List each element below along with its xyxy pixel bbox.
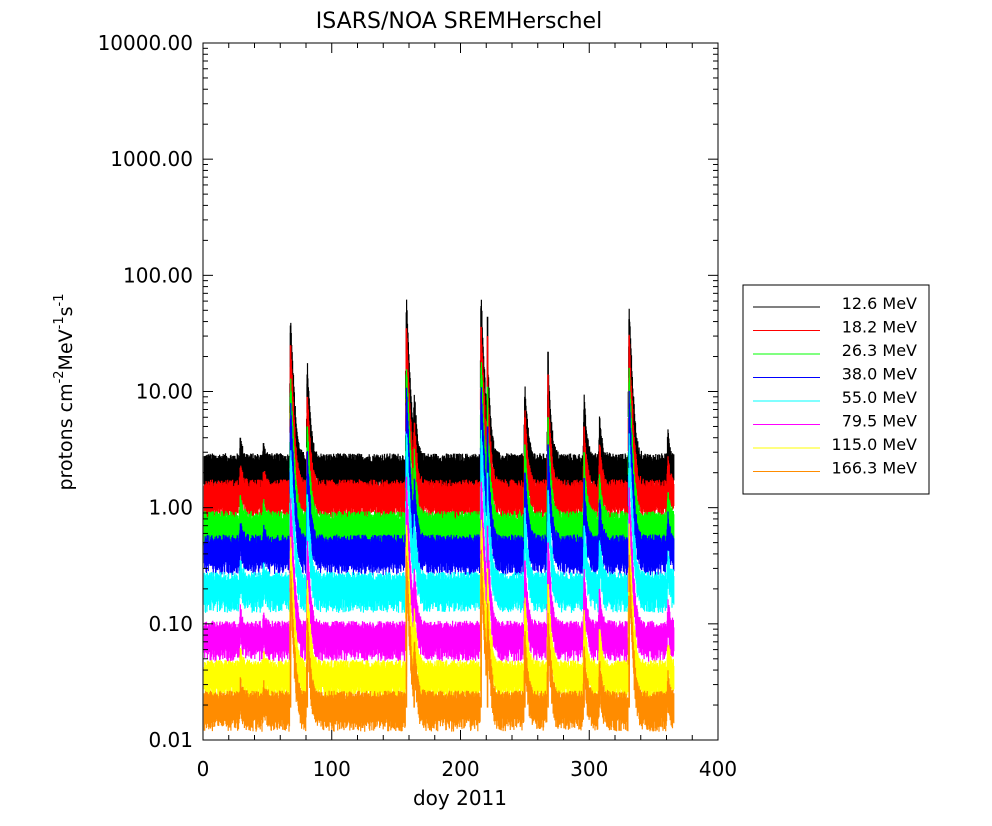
series-166-3-mev	[203, 549, 675, 732]
y-tick-label: 0.01	[148, 728, 193, 752]
x-axis-label: doy 2011	[413, 786, 507, 810]
legend-label: 79.5 MeV	[842, 412, 917, 431]
y-axis-label-mid1: MeV	[55, 329, 77, 370]
legend-label: 26.3 MeV	[842, 341, 917, 360]
y-axis-label-exp1: -2	[52, 370, 67, 383]
legend-label: 115.0 MeV	[832, 435, 918, 454]
series-band	[203, 476, 675, 662]
x-tick-label: 400	[699, 757, 737, 781]
y-axis-label-mid2: s	[55, 306, 77, 316]
series-band	[203, 387, 675, 576]
legend-label: 55.0 MeV	[842, 388, 917, 407]
series-band	[203, 299, 675, 495]
series-band	[203, 519, 675, 701]
y-tick-label: 0.10	[148, 612, 193, 636]
series-band	[203, 329, 675, 521]
legend-label: 38.0 MeV	[842, 365, 917, 384]
legend-box	[742, 284, 930, 495]
y-axis-label-exp2: -1	[52, 316, 67, 329]
legend: 12.6 MeV 18.2 MeV 26.3 MeV 38.0 MeV 55.0 MeV…	[742, 284, 930, 495]
y-axis-label: protons cm-2MeV-1s-1	[52, 294, 77, 491]
legend-label: 12.6 MeV	[842, 294, 917, 313]
y-tick-label: 1000.00	[110, 147, 193, 171]
y-axis-label-base: protons cm	[55, 383, 77, 490]
y-tick-label: 10000.00	[98, 31, 193, 55]
chart-title: ISARS/NOA SREMHerschel	[316, 9, 602, 34]
y-axis: 0.01 0.10 1.00 10.00 100.00 1000.00 10000.00	[98, 31, 718, 752]
x-axis: 0 100 200 300 400	[197, 43, 737, 781]
series-band	[203, 549, 675, 732]
series-band	[203, 362, 675, 552]
y-tick-label: 10.00	[136, 380, 193, 404]
legend-label: 18.2 MeV	[842, 318, 917, 337]
legend-label: 166.3 MeV	[832, 459, 918, 478]
series-18-2-mev	[203, 326, 675, 521]
y-tick-label: 1.00	[148, 496, 193, 520]
x-tick-label: 300	[570, 757, 608, 781]
x-tick-label: 100	[313, 757, 351, 781]
x-tick-label: 0	[197, 757, 210, 781]
series-layer	[203, 299, 675, 732]
series-12-6-mev	[203, 299, 675, 495]
y-tick-label: 100.00	[123, 263, 193, 287]
x-tick-label: 200	[441, 757, 479, 781]
y-axis-label-exp3: -1	[52, 294, 67, 307]
